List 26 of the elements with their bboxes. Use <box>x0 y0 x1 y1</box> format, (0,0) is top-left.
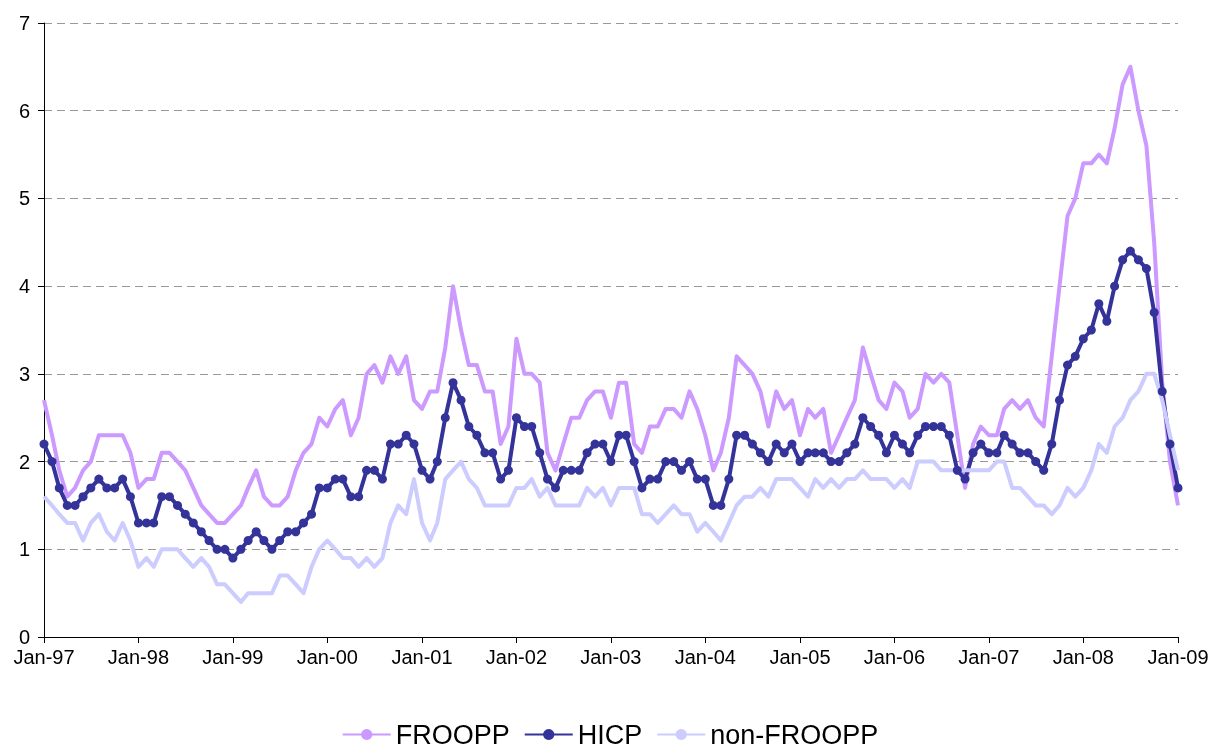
x-tick-label: Jan-08 <box>1052 646 1114 668</box>
y-tick-label: 4 <box>18 275 30 298</box>
x-tick-label: Jan-03 <box>580 646 642 668</box>
x-tick-label: Jan-00 <box>296 646 358 668</box>
line-series <box>42 64 1180 525</box>
y-tick-label: 1 <box>18 538 30 561</box>
y-tick-label: 2 <box>18 450 30 473</box>
x-tick-label: Jan-02 <box>485 646 548 668</box>
y-tick-label: 7 <box>18 12 30 34</box>
x-tick-label: Jan-97 <box>13 646 75 668</box>
y-tick-label: 6 <box>18 99 30 122</box>
x-tick-label: Jan-04 <box>674 646 736 668</box>
x-tick-label: Jan-05 <box>769 646 831 668</box>
x-tick-label: Jan-07 <box>958 646 1020 668</box>
legend-label: FROOPP <box>395 719 510 750</box>
y-tick-label: 3 <box>18 362 30 385</box>
x-tick-label: Jan-99 <box>202 646 264 668</box>
y-tick-label: 0 <box>18 626 30 648</box>
line-series <box>42 371 1180 604</box>
legend-label: non-FROOPP <box>710 719 879 750</box>
x-tick-label: Jan-06 <box>863 646 926 668</box>
x-tick-label: Jan-98 <box>107 646 170 668</box>
legend-label: HICP <box>577 719 643 750</box>
x-tick-label: Jan-09 <box>1147 646 1209 668</box>
x-tick-label: Jan-01 <box>391 646 453 668</box>
y-tick-label: 5 <box>18 187 30 210</box>
